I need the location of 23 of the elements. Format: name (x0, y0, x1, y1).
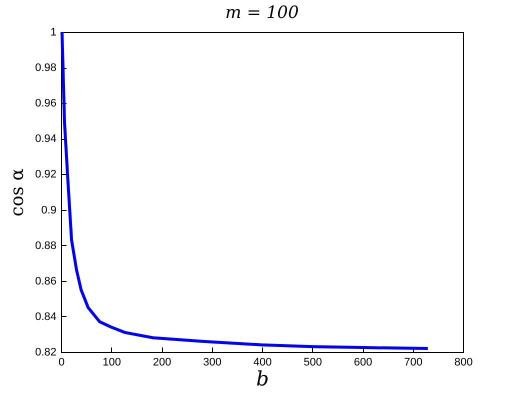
y-tick-label: 0.84 (35, 310, 56, 323)
x-tick-label: 300 (203, 356, 222, 368)
chart-title: m = 100 (225, 3, 299, 23)
x-tick-label: 800 (454, 356, 473, 368)
x-axis-title: b (256, 366, 269, 390)
y-tick-label: 0.82 (35, 346, 56, 358)
x-tick-label: 0 (58, 356, 65, 368)
y-tick-label: 0.86 (35, 275, 56, 288)
y-tick-label: 1 (50, 26, 56, 38)
y-axis-title: cos α (7, 168, 28, 217)
x-tick-label: 500 (304, 356, 322, 368)
line-series (60, 30, 430, 350)
y-tick-label: 0.88 (35, 240, 56, 252)
y-tick-label: 0.96 (35, 98, 56, 110)
x-tick-label: 700 (404, 356, 422, 368)
x-tick-label: 400 (253, 356, 272, 368)
y-tick-label: 0.9 (41, 204, 56, 216)
x-tick-label: 600 (354, 356, 372, 368)
y-tick-label: 0.98 (35, 62, 56, 74)
y-tick-label: 0.92 (35, 168, 56, 181)
y-tick-label: 0.94 (35, 133, 56, 146)
x-tick-label: 100 (102, 356, 121, 368)
x-tick-label: 200 (152, 356, 172, 368)
